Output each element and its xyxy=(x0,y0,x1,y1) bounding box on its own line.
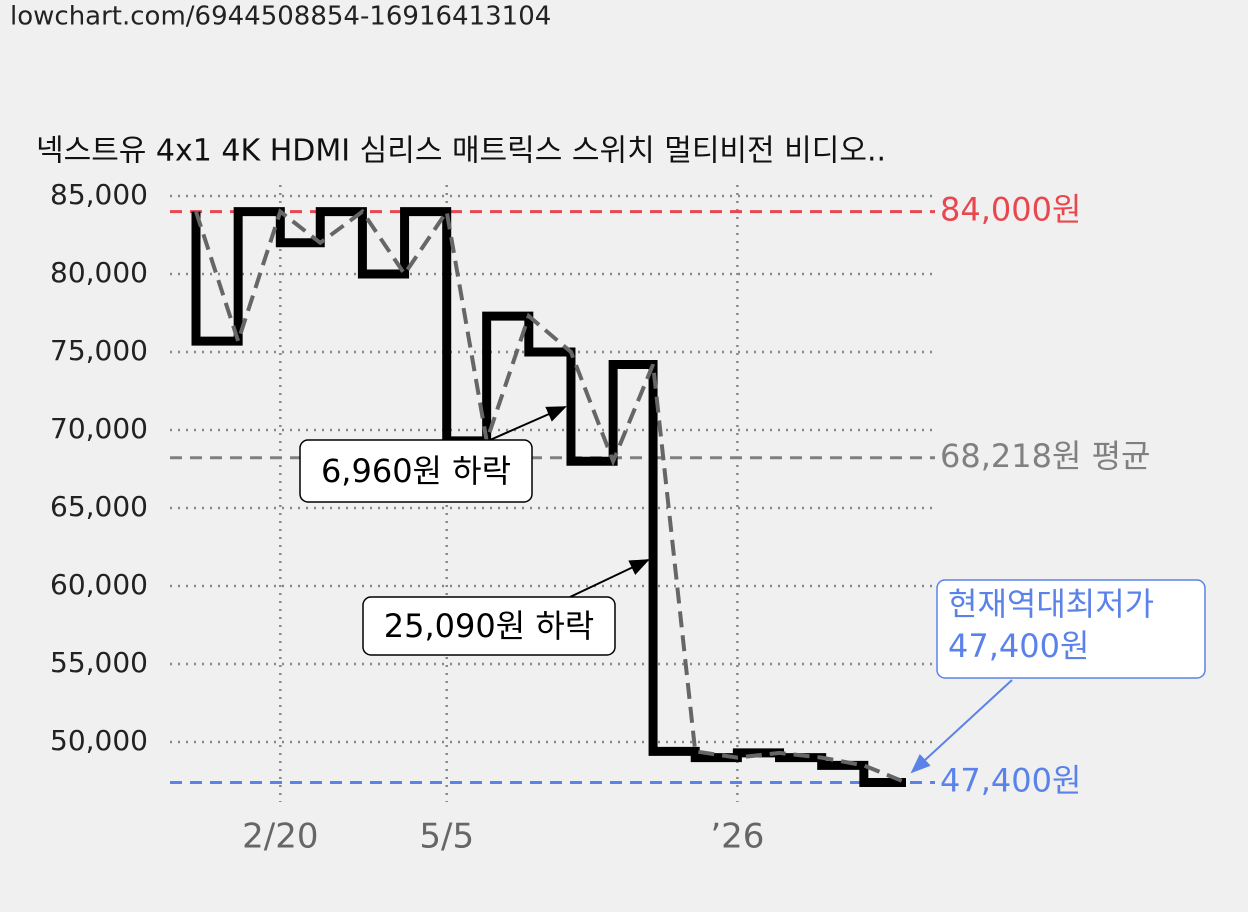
reference-label: 68,218원 평균 xyxy=(940,437,1150,475)
y-tick-label: 75,000 xyxy=(50,334,148,367)
annotation-text: 25,090원 하락 xyxy=(384,607,594,645)
annotation-text: 6,960원 하락 xyxy=(321,452,511,490)
annotation-arrow xyxy=(489,406,567,441)
url: lowchart.com/6944508854-16916413104 xyxy=(10,2,551,32)
callout-text: 47,400원 xyxy=(948,627,1089,665)
x-tick-label: 2/20 xyxy=(242,817,318,857)
annotation-arrow xyxy=(569,559,650,598)
y-tick-label: 60,000 xyxy=(50,568,148,601)
y-tick-label: 85,000 xyxy=(50,178,148,211)
annotation-box xyxy=(362,596,616,656)
callout-text: 현재역대최저가 xyxy=(948,585,1154,623)
reference-label: 84,000원 xyxy=(940,191,1081,229)
x-tick-label: 5/5 xyxy=(419,817,474,857)
callout-box xyxy=(936,579,1206,679)
reference-label: 47,400원 xyxy=(940,762,1081,800)
chart-title: 넥스트유 4x1 4K HDMI 심리스 매트릭스 스위치 멀티비전 비디오.. xyxy=(36,134,886,169)
y-tick-label: 55,000 xyxy=(50,646,148,679)
trend-line xyxy=(194,206,907,785)
y-tick-label: 80,000 xyxy=(50,256,148,289)
x-tick-label: ’26 xyxy=(710,817,764,857)
y-tick-label: 70,000 xyxy=(50,412,148,445)
callout-arrow xyxy=(910,679,1013,774)
y-tick-label: 65,000 xyxy=(50,490,148,523)
y-tick-label: 50,000 xyxy=(50,724,148,757)
annotation-box xyxy=(299,439,533,503)
